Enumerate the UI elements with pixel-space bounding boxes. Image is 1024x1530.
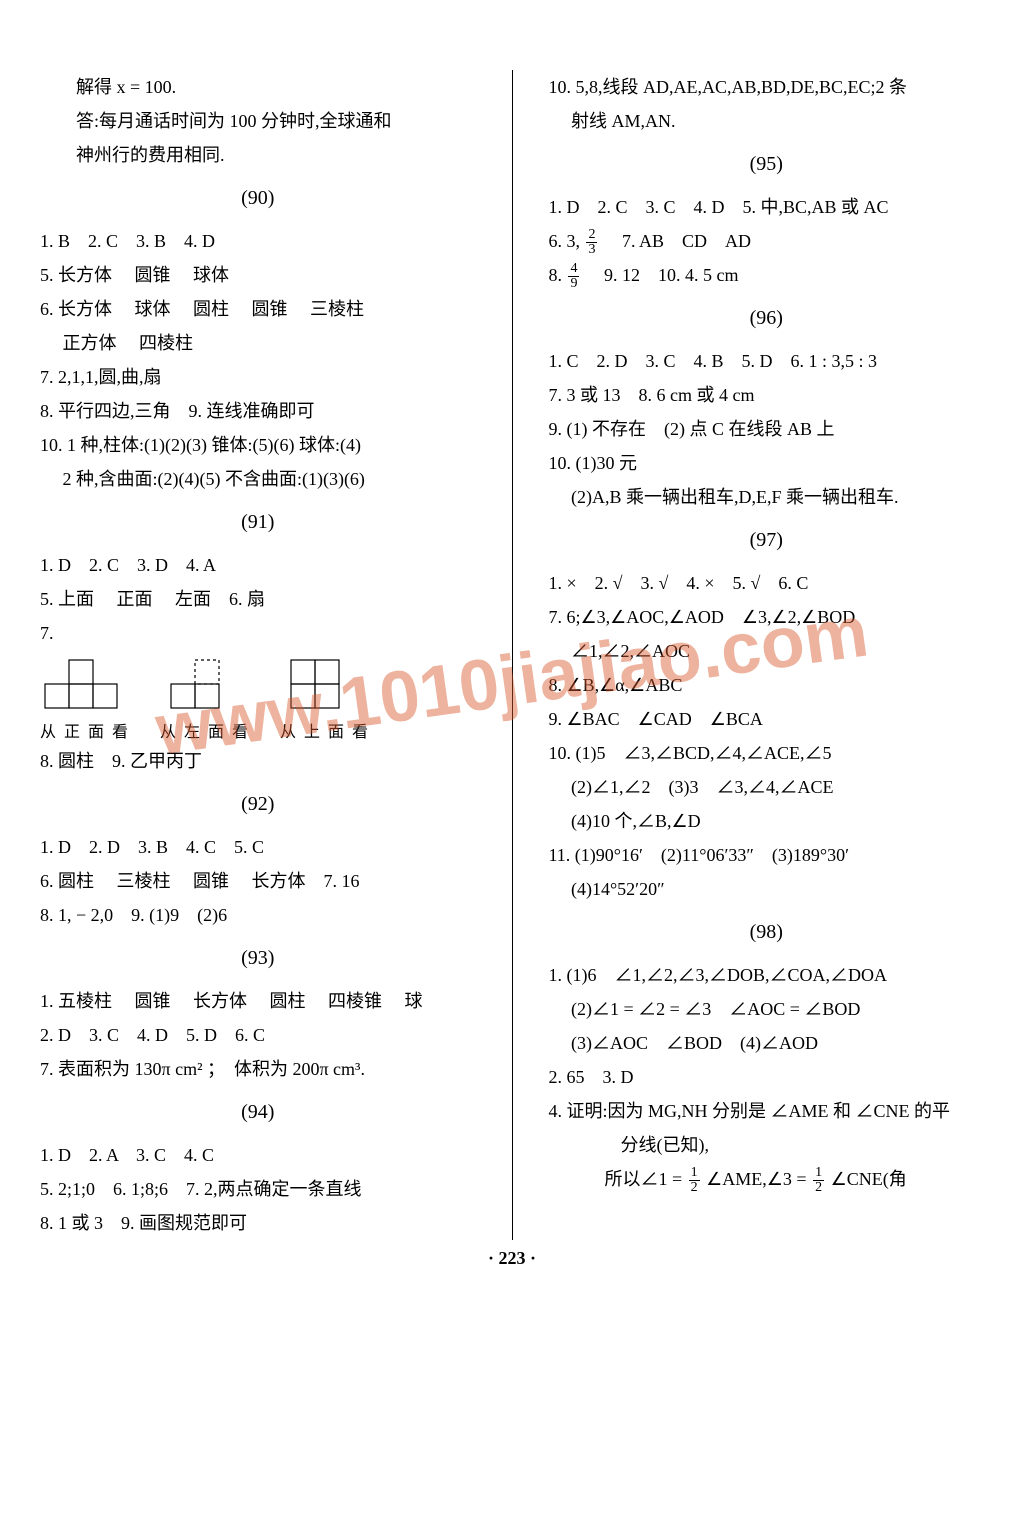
text-line: 分线(已知), bbox=[548, 1128, 984, 1162]
frac-num: 2 bbox=[586, 228, 597, 243]
text-line: 6. 圆柱 三棱柱 圆锥 长方体 7. 16 bbox=[40, 864, 476, 898]
fraction: 2 3 bbox=[584, 228, 599, 257]
text-line: (3)∠AOC ∠BOD (4)∠AOD bbox=[548, 1026, 984, 1060]
text-line: 2. D 3. C 4. D 5. D 6. C bbox=[40, 1018, 476, 1052]
text-line: 10. 1 种,柱体:(1)(2)(3) 锥体:(5)(6) 球体:(4) bbox=[40, 428, 476, 462]
text-line: 4. 证明:因为 MG,NH 分别是 ∠AME 和 ∠CNE 的平 bbox=[548, 1094, 984, 1128]
text-line: 1. × 2. √ 3. √ 4. × 5. √ 6. C bbox=[548, 566, 984, 600]
text-line: 6. 3, 2 3 7. AB CD AD bbox=[548, 224, 984, 258]
top-view-icon bbox=[286, 654, 364, 714]
text-line: 10. 5,8,线段 AD,AE,AC,AB,BD,DE,BC,EC;2 条 bbox=[548, 70, 984, 104]
frac-den: 3 bbox=[586, 243, 597, 257]
text-line: 5. 上面 正面 左面 6. 扇 bbox=[40, 582, 476, 616]
page: www.1010jiajiao.com 解得 x = 100. 答:每月通话时间… bbox=[0, 0, 1024, 1309]
text: ∠AME,∠3 = bbox=[706, 1169, 811, 1189]
front-view: 从 正 面 看 bbox=[40, 654, 130, 742]
text-line: 7. 表面积为 130π cm² ； 体积为 200π cm³. bbox=[40, 1052, 476, 1086]
frac-num: 1 bbox=[813, 1166, 824, 1181]
text-line: 1. D 2. D 3. B 4. C 5. C bbox=[40, 830, 476, 864]
view-caption: 从 左 面 看 bbox=[160, 718, 250, 742]
text-line: 1. 五棱柱 圆锥 长方体 圆柱 四棱锥 球 bbox=[40, 984, 476, 1018]
text-line: 8. 4 9 9. 12 10. 4. 5 cm bbox=[548, 258, 984, 292]
text: ∠CNE(角 bbox=[831, 1169, 907, 1189]
section-number: (97) bbox=[548, 518, 984, 562]
text-line: 答:每月通话时间为 100 分钟时,全球通和 bbox=[40, 104, 476, 138]
section-number: (96) bbox=[548, 296, 984, 340]
left-view: 从 左 面 看 bbox=[160, 654, 250, 742]
front-view-icon bbox=[40, 654, 130, 714]
section-number: (94) bbox=[40, 1090, 476, 1134]
text-line: 8. 1, − 2,0 9. (1)9 (2)6 bbox=[40, 898, 476, 932]
right-column: 10. 5,8,线段 AD,AE,AC,AB,BD,DE,BC,EC;2 条 射… bbox=[540, 70, 984, 1240]
text-line: 1. (1)6 ∠1,∠2,∠3,∠DOB,∠COA,∠DOA bbox=[548, 958, 984, 992]
section-number: (93) bbox=[40, 936, 476, 980]
text-line: (4)10 个,∠B,∠D bbox=[548, 804, 984, 838]
text-line: 5. 2;1;0 6. 1;8;6 7. 2,两点确定一条直线 bbox=[40, 1172, 476, 1206]
section-number: (98) bbox=[548, 910, 984, 954]
text-line: (2)∠1,∠2 (3)3 ∠3,∠4,∠ACE bbox=[548, 770, 984, 804]
orthographic-views: 从 正 面 看 从 左 面 看 bbox=[40, 654, 476, 742]
frac-num: 1 bbox=[689, 1166, 700, 1181]
fraction: 1 2 bbox=[811, 1166, 826, 1195]
page-number: · 223 · bbox=[40, 1248, 984, 1269]
section-number: (92) bbox=[40, 782, 476, 826]
text-line: 8. 圆柱 9. 乙甲丙丁 bbox=[40, 744, 476, 778]
left-column: 解得 x = 100. 答:每月通话时间为 100 分钟时,全球通和 神州行的费… bbox=[40, 70, 484, 1240]
text-line: 射线 AM,AN. bbox=[548, 104, 984, 138]
text-line: 神州行的费用相同. bbox=[40, 138, 476, 172]
text-line: 7. 6;∠3,∠AOC,∠AOD ∠3,∠2,∠BOD bbox=[548, 600, 984, 634]
frac-den: 2 bbox=[689, 1181, 700, 1195]
text-line: 2 种,含曲面:(2)(4)(5) 不含曲面:(1)(3)(6) bbox=[40, 462, 476, 496]
frac-den: 2 bbox=[813, 1181, 824, 1195]
text-line: (2)∠1 = ∠2 = ∠3 ∠AOC = ∠BOD bbox=[548, 992, 984, 1026]
top-view: 从 上 面 看 bbox=[280, 654, 370, 742]
two-columns: 解得 x = 100. 答:每月通话时间为 100 分钟时,全球通和 神州行的费… bbox=[40, 70, 984, 1240]
text-line: 8. 1 或 3 9. 画图规范即可 bbox=[40, 1206, 476, 1240]
text-line: 8. ∠B,∠α,∠ABC bbox=[548, 668, 984, 702]
frac-num: 4 bbox=[568, 262, 579, 277]
text-line: 7. 3 或 13 8. 6 cm 或 4 cm bbox=[548, 378, 984, 412]
text-line: (4)14°52′20″ bbox=[548, 872, 984, 906]
section-number: (95) bbox=[548, 142, 984, 186]
text-line: 1. B 2. C 3. B 4. D bbox=[40, 224, 476, 258]
text-line: 8. 平行四边,三角 9. 连线准确即可 bbox=[40, 394, 476, 428]
fraction: 4 9 bbox=[566, 262, 581, 291]
text: 7. AB CD AD bbox=[604, 231, 751, 251]
left-view-icon bbox=[166, 654, 244, 714]
text-line: 正方体 四棱柱 bbox=[40, 326, 476, 360]
text: 6. 3, bbox=[548, 231, 584, 251]
view-caption: 从 正 面 看 bbox=[40, 718, 130, 742]
text-line: (2)A,B 乘一辆出租车,D,E,F 乘一辆出租车. bbox=[548, 480, 984, 514]
text: 9. 12 10. 4. 5 cm bbox=[586, 265, 739, 285]
text-line: 9. ∠BAC ∠CAD ∠BCA bbox=[548, 702, 984, 736]
text-line: 1. D 2. C 3. C 4. D 5. 中,BC,AB 或 AC bbox=[548, 190, 984, 224]
text-line: 7. 2,1,1,圆,曲,扇 bbox=[40, 360, 476, 394]
text-line: 10. (1)5 ∠3,∠BCD,∠4,∠ACE,∠5 bbox=[548, 736, 984, 770]
text-line: 5. 长方体 圆锥 球体 bbox=[40, 258, 476, 292]
text-line: 10. (1)30 元 bbox=[548, 446, 984, 480]
text-line: 所以∠1 = 1 2 ∠AME,∠3 = 1 2 ∠CNE(角 bbox=[548, 1162, 984, 1196]
text-line: 6. 长方体 球体 圆柱 圆锥 三棱柱 bbox=[40, 292, 476, 326]
text-line: 1. D 2. C 3. D 4. A bbox=[40, 548, 476, 582]
text: 所以∠1 = bbox=[604, 1169, 686, 1189]
text-line: ∠1,∠2,∠AOC bbox=[548, 634, 984, 668]
section-number: (90) bbox=[40, 176, 476, 220]
fraction: 1 2 bbox=[687, 1166, 702, 1195]
text-line: 11. (1)90°16′ (2)11°06′33″ (3)189°30′ bbox=[548, 838, 984, 872]
text-line: 1. D 2. A 3. C 4. C bbox=[40, 1138, 476, 1172]
section-number: (91) bbox=[40, 500, 476, 544]
text-line: 解得 x = 100. bbox=[40, 70, 476, 104]
text-line: 9. (1) 不存在 (2) 点 C 在线段 AB 上 bbox=[548, 412, 984, 446]
text-line: 1. C 2. D 3. C 4. B 5. D 6. 1 : 3,5 : 3 bbox=[548, 344, 984, 378]
text-line: 2. 65 3. D bbox=[548, 1060, 984, 1094]
column-divider bbox=[512, 70, 513, 1240]
text: 8. bbox=[548, 265, 566, 285]
view-caption: 从 上 面 看 bbox=[280, 718, 370, 742]
frac-den: 9 bbox=[568, 277, 579, 291]
text-line: 7. bbox=[40, 616, 476, 650]
